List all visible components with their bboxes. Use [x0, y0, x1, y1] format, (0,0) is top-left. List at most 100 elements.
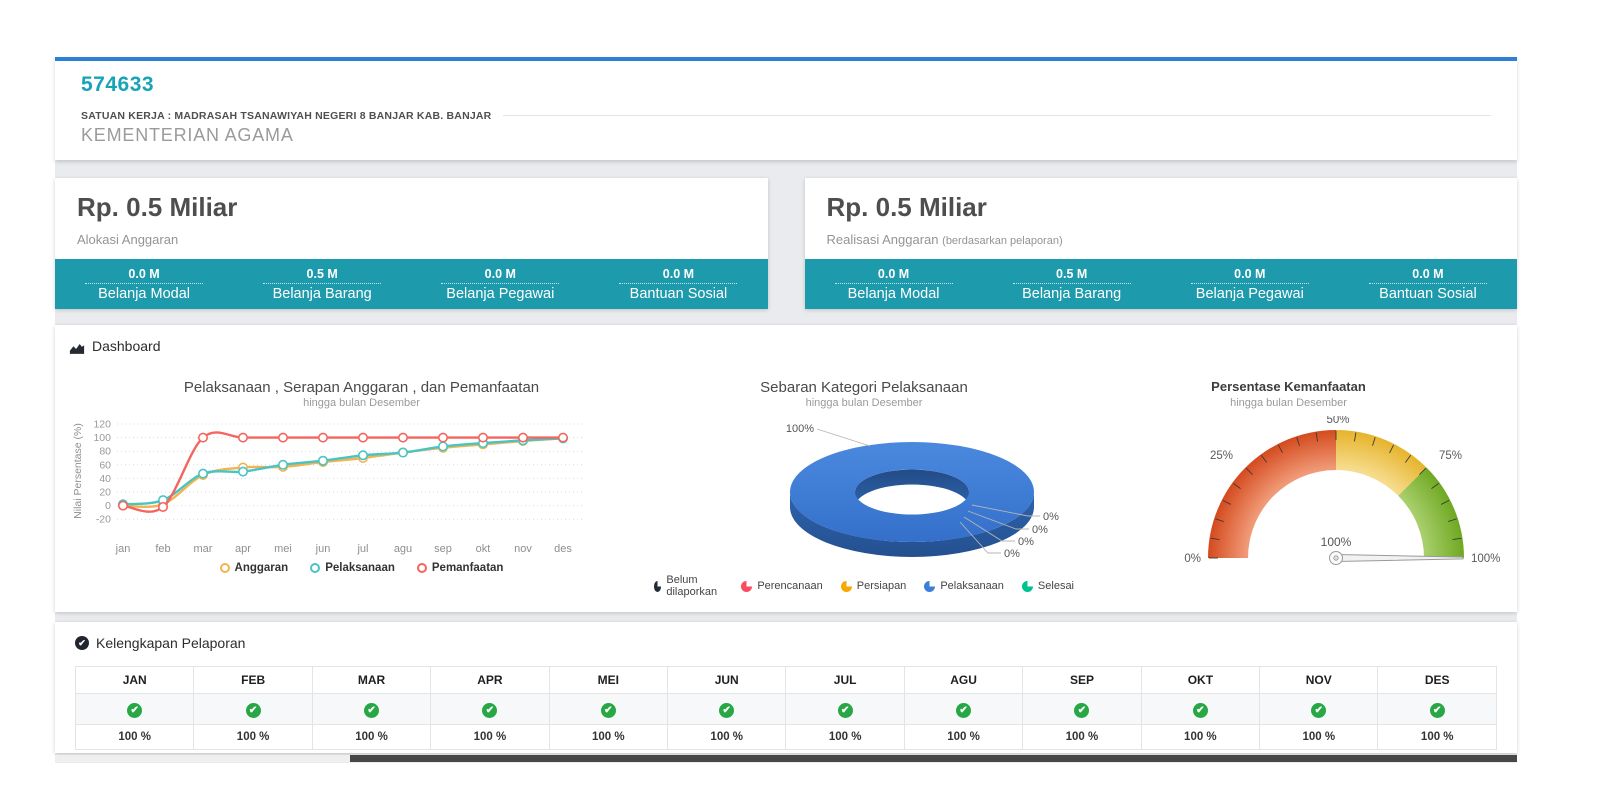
charts-row: Pelaksanaan , Serapan Anggaran , dan Pem… [69, 379, 1503, 598]
pie-chart-legend: Belum dilaporkan Perencanaan Persiapan Pela… [654, 574, 1074, 598]
legend-item-persiapan[interactable]: Persiapan [840, 580, 907, 592]
check-circle-icon: ✔ [837, 703, 853, 718]
status-cell-jun: ✔ [667, 693, 787, 725]
realization-label: Realisasi Anggaran (berdasarkan pelapora… [827, 232, 1496, 247]
check-circle-icon: ✔ [1311, 703, 1327, 718]
gauge-ticks [1209, 431, 1463, 559]
x-axis-label: feb [155, 543, 170, 555]
budget-item-value: 0.0 M [441, 267, 560, 284]
budget-item-label: Bantuan Sosial [1379, 286, 1477, 302]
stats-row: Rp. 0.5 Miliar Alokasi Anggaran 0.0 M Bel… [55, 178, 1517, 309]
status-cell-agu: ✔ [903, 693, 1024, 725]
status-cell-sep: ✔ [1022, 693, 1142, 725]
satker-name: SATUAN KERJA : MADRASAH TSANAWIYAH NEGER… [81, 110, 492, 122]
legend-item-pemanfaatan[interactable]: Pemanfaatan [416, 562, 503, 574]
dashboard-section-title: Dashboard [69, 337, 1503, 355]
svg-text:25%: 25% [1210, 450, 1233, 462]
svg-text:0%: 0% [1018, 536, 1034, 548]
x-axis-label: mar [194, 543, 213, 555]
legend-label: Persiapan [856, 580, 907, 592]
svg-text:120: 120 [93, 419, 111, 431]
pie-chart-canvas: 100%0%0%0%0% [786, 423, 1059, 560]
legend-item-pelaksanaan[interactable]: Pelaksanaan [310, 562, 395, 574]
allocation-amount: Rp. 0.5 Miliar [77, 192, 238, 222]
check-circle-icon: ✔ [719, 703, 735, 718]
budget-item-label: Belanja Pegawai [446, 286, 555, 302]
x-axis-label: des [554, 543, 572, 555]
svg-text:75%: 75% [1439, 450, 1462, 462]
legend-item-anggaran[interactable]: Anggaran [219, 562, 288, 574]
legend-label: Pelaksanaan [940, 580, 1004, 592]
legend-item-selesai[interactable]: Selesai [1021, 580, 1074, 592]
realization-amount: Rp. 0.5 Miliar [826, 192, 987, 222]
legend-item-belum-dilaporkan[interactable]: Belum dilaporkan [654, 574, 723, 598]
gauge-needle [1329, 551, 1464, 565]
series-pelaksanaan [117, 433, 568, 510]
gauge-axis-labels: 0% 25% 50% 75% 100% [1184, 416, 1500, 565]
completeness-cell-jul: 100 % [785, 724, 905, 750]
month-header-mar: MAR [311, 666, 432, 694]
status-cell-des: ✔ [1377, 693, 1497, 725]
svg-text:60: 60 [99, 459, 111, 471]
horizontal-scrollbar-thumb[interactable] [350, 755, 1517, 762]
reporting-section-title: ✔ Kelengkapan Pelaporan [75, 634, 1497, 652]
completeness-cell-nov: 100 % [1259, 724, 1379, 750]
series-anggaran [117, 433, 568, 511]
gauge-chart-title: Persentase Kemanfaatan [1211, 379, 1366, 394]
legend-marker-icon [219, 563, 230, 573]
divider-line [503, 115, 1491, 116]
status-cell-mei: ✔ [548, 693, 669, 725]
svg-text:0%: 0% [1032, 524, 1048, 536]
completeness-cell-jan: 100 % [74, 724, 195, 750]
month-header-jan: JAN [74, 666, 195, 694]
legend-item-pelaksanaan[interactable]: Pelaksanaan [924, 580, 1004, 592]
gauge-chart-subtitle: hingga bulan Desember [1230, 397, 1347, 409]
line-chart-subtitle: hingga bulan Desember [303, 397, 420, 409]
month-header-okt: OKT [1140, 666, 1261, 694]
dashboard-section-label: Dashboard [92, 338, 161, 354]
completeness-cell-agu: 100 % [903, 724, 1024, 750]
x-axis-label: nov [514, 543, 532, 555]
main-content: 574633 SATUAN KERJA : MADRASAH TSANAWIYA… [55, 57, 1517, 763]
realization-breakdown-bar: 0.0 M Belanja Modal 0.5 M Belanja Barang 0.0… [804, 259, 1517, 309]
x-axis-label: apr [235, 543, 251, 555]
budget-item-belanja-barang: 0.5 M Belanja Barang [983, 265, 1161, 309]
allocation-label-text: Alokasi Anggaran [77, 232, 179, 247]
budget-item-belanja-modal: 0.0 M Belanja Modal [55, 265, 233, 309]
pie-chart-title: Sebaran Kategori Pelaksanaan [760, 379, 968, 396]
budget-item-value: 0.0 M [1190, 267, 1309, 284]
svg-text:0%: 0% [1004, 548, 1020, 560]
donut-slice-pelaksanaan [790, 441, 1034, 557]
check-circle-icon: ✔ [1192, 703, 1208, 718]
satker-code: 574633 [81, 73, 155, 96]
realization-card-top: Rp. 0.5 Miliar Realisasi Anggaran (berda… [805, 178, 1518, 259]
check-circle-icon: ✔ [956, 703, 972, 718]
gauge-chart-panel: Persentase Kemanfaatan hingga bulan Dese… [1074, 379, 1503, 598]
svg-text:80: 80 [99, 446, 111, 458]
reporting-card: ✔ Kelengkapan Pelaporan JAN FEB MAR APR MEI J… [55, 622, 1517, 753]
svg-text:40: 40 [99, 473, 111, 485]
svg-text:0: 0 [105, 500, 111, 512]
realization-card: Rp. 0.5 Miliar Realisasi Anggaran (berda… [804, 178, 1518, 309]
allocation-breakdown-bar: 0.0 M Belanja Modal 0.5 M Belanja Barang 0.0… [55, 259, 768, 309]
pie-slice-icon [840, 580, 852, 592]
line-chart-panel: Pelaksanaan , Serapan Anggaran , dan Pem… [69, 379, 654, 598]
status-cell-jul: ✔ [785, 693, 905, 725]
line-chart-title: Pelaksanaan , Serapan Anggaran , dan Pem… [183, 379, 540, 396]
gauge-value-label: 100% [1321, 535, 1352, 549]
x-axis-label: okt [476, 543, 491, 555]
check-circle-icon: ✔ [482, 703, 498, 718]
gauge-chart-canvas: 0% 25% 50% 75% 100% 100% [1184, 416, 1500, 565]
horizontal-scrollbar-track[interactable] [55, 755, 1517, 762]
pie-slice-icon [741, 580, 753, 592]
x-axis-label: jul [356, 543, 368, 555]
legend-item-perencanaan[interactable]: Perencanaan [741, 580, 823, 592]
check-circle-icon: ✔ [1074, 703, 1090, 718]
budget-item-value: 0.0 M [834, 267, 953, 284]
month-header-nov: NOV [1259, 666, 1379, 694]
x-axis-label: agu [394, 543, 412, 555]
budget-item-belanja-pegawai: 0.0 M Belanja Pegawai [1161, 265, 1339, 309]
budget-item-value: 0.0 M [1368, 267, 1487, 284]
check-circle-icon: ✔ [1429, 703, 1445, 718]
